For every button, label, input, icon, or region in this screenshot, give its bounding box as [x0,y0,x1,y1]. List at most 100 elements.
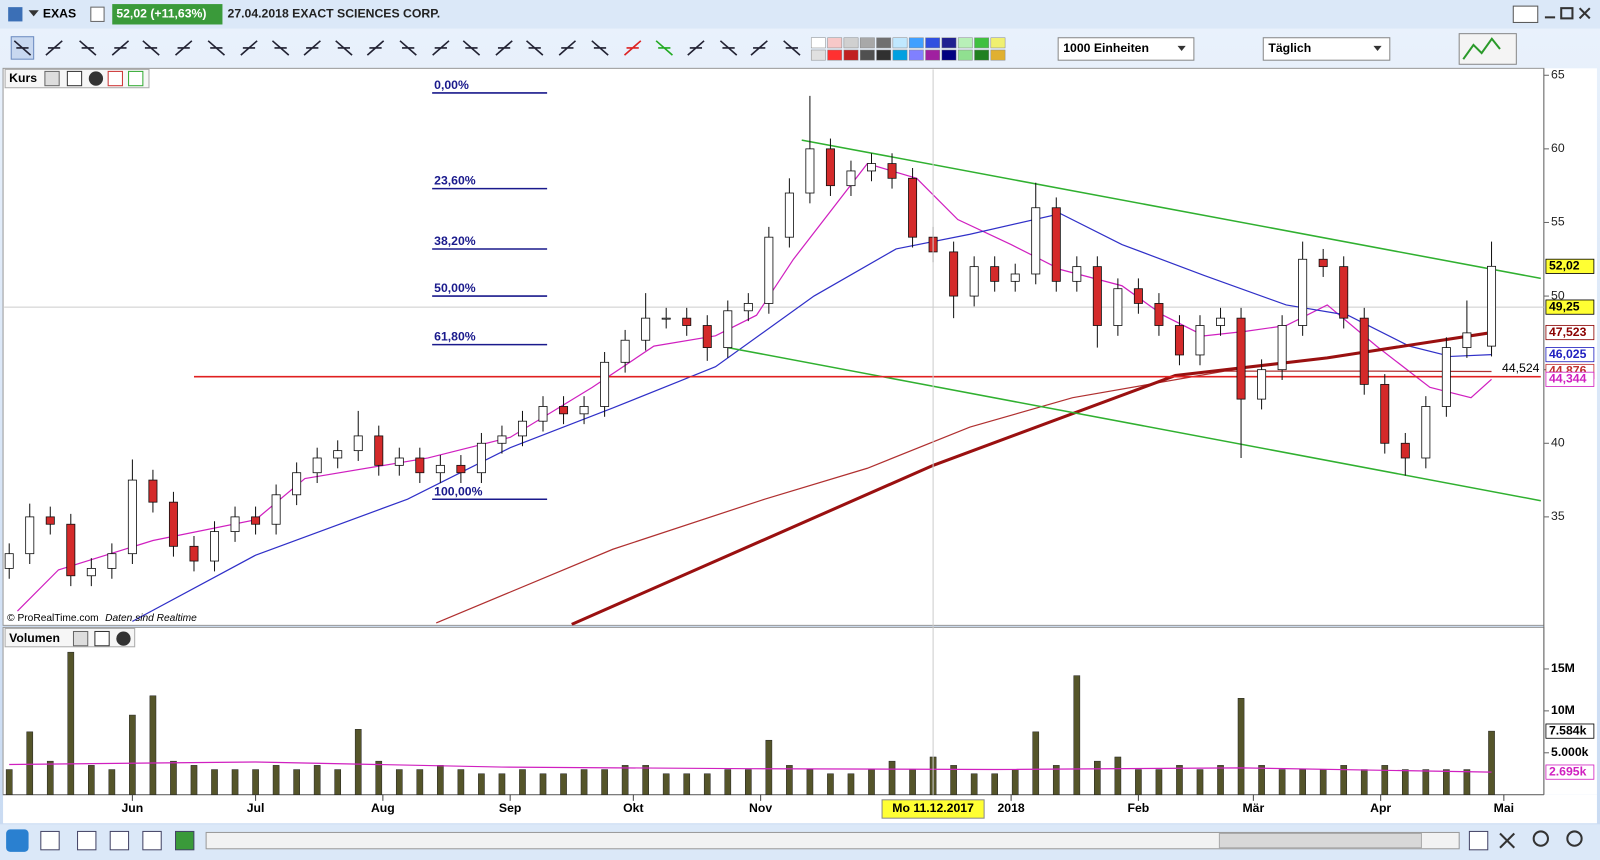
candle-body [1257,369,1267,400]
candle-body [394,457,404,466]
tool-icon [558,40,577,56]
tool-icon [783,40,801,56]
quote: 52,02 (+11,63%) [116,7,206,21]
list-button[interactable] [40,830,60,851]
dropdown-arrow[interactable] [1177,45,1186,52]
color-swatch[interactable] [892,37,908,49]
scroll-thumb[interactable] [1218,832,1422,849]
volume-bar [313,765,321,795]
tool-icon [623,40,642,56]
tool-icon [525,40,544,56]
color-swatch[interactable] [908,37,924,49]
tool-icon [207,40,226,56]
color-swatch[interactable] [876,49,892,61]
color-swatch[interactable] [859,49,875,61]
trade-button[interactable] [175,830,195,851]
candle-body [1174,325,1184,356]
volume-bar [642,765,649,795]
candle-body [333,450,343,459]
tool-icon [366,40,385,56]
volume-bar [765,739,773,795]
volume-bar [1299,769,1306,795]
close-panel[interactable] [88,71,104,86]
y-tick-label: 15M [1551,661,1575,675]
zoom-out[interactable] [1532,830,1549,847]
volume-bar [519,769,526,795]
y-tick-label: 35 [1551,509,1565,523]
candle-body [1487,265,1497,347]
window-icon[interactable] [94,630,110,647]
indicator-button[interactable] [109,830,130,851]
tool-icon [240,40,258,56]
period-dropdown[interactable] [1262,37,1391,61]
color-swatch[interactable] [925,49,941,61]
color-swatch[interactable] [892,49,908,61]
dropdown-arrow[interactable] [1373,45,1382,52]
zoom-in[interactable] [1566,830,1583,847]
close[interactable] [1578,7,1591,20]
keyboard-icon[interactable] [1512,5,1539,23]
maximize[interactable] [1560,7,1574,20]
move-down[interactable] [107,70,123,87]
color-swatch[interactable] [974,37,990,49]
volume-bar [129,714,136,795]
volume-bar [354,729,362,795]
table-button[interactable] [142,830,162,851]
candle-body [1462,332,1472,349]
price-marker [1545,371,1595,387]
candle-body [682,317,692,326]
share-button[interactable] [6,829,29,852]
color-swatch[interactable] [957,49,973,61]
color-swatch[interactable] [827,37,843,49]
candle-body [600,361,610,407]
color-swatch[interactable] [990,37,1006,49]
period: Täglich [1268,41,1311,55]
color-swatch[interactable] [990,49,1006,61]
volume-bar [1381,765,1389,795]
color-swatch[interactable] [941,37,957,49]
candle-body [1195,325,1205,356]
color-swatch[interactable] [908,49,924,61]
chart-type-button[interactable] [1458,33,1517,65]
minimize[interactable] [1544,16,1556,19]
fit-button[interactable] [1499,832,1516,849]
color-swatch[interactable] [827,49,843,61]
settings-icon[interactable] [72,630,89,647]
candle-body [1092,266,1102,326]
scrollbar[interactable] [205,831,1460,850]
price-marker-label: 49,25 [1549,299,1580,313]
candle-body [579,406,589,415]
color-swatch[interactable] [810,49,826,61]
color-swatch[interactable] [876,37,892,49]
info-icon[interactable] [90,6,105,22]
chart-button[interactable] [1468,830,1489,851]
price-marker-label: 47,523 [1549,325,1587,339]
color-swatch[interactable] [843,37,859,49]
x-tick-label: Apr [1370,801,1391,815]
volume-bar [211,769,218,795]
volume-bar [170,760,177,795]
color-swatch[interactable] [925,37,941,49]
color-swatch[interactable] [974,49,990,61]
color-swatch[interactable] [810,37,826,49]
volume-bar [457,769,465,795]
volume-bar [950,765,957,795]
color-swatch[interactable] [957,37,973,49]
quantity-dropdown[interactable] [1057,37,1195,61]
credit: © ProRealTime.com [7,613,98,624]
move-up[interactable] [128,70,144,87]
candle-body [1072,266,1082,282]
check-button[interactable] [77,830,97,851]
settings-icon[interactable] [44,70,60,87]
color-swatch[interactable] [843,49,859,61]
dropdown-arrow[interactable] [28,10,39,17]
color-swatch[interactable] [859,37,875,49]
color-swatch[interactable] [941,49,957,61]
window-icon[interactable] [66,70,83,87]
close-panel[interactable] [116,631,131,646]
app-icon[interactable] [8,7,23,22]
volume-bar [231,769,239,795]
candle-body [1421,406,1431,459]
volume-bar [416,769,424,795]
